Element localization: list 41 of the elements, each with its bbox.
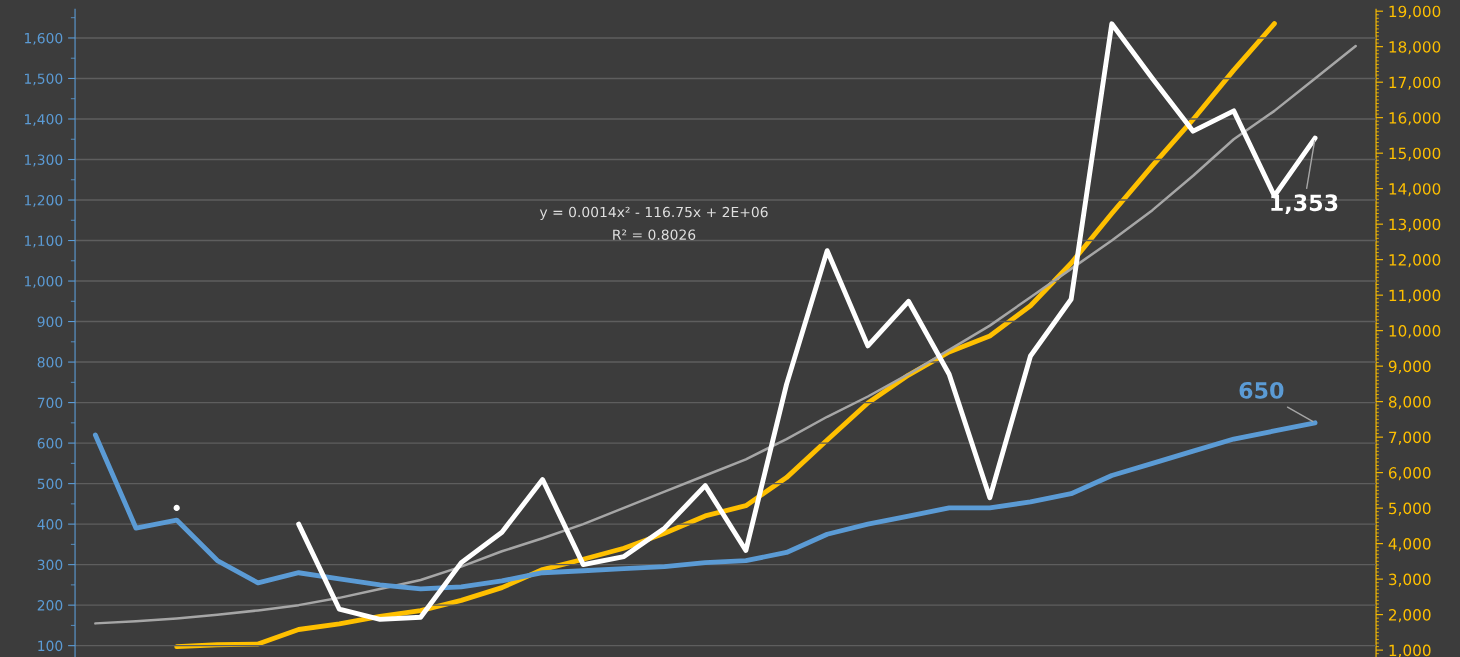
y2-tick-label: 4,000 (1388, 538, 1431, 552)
y2-tick-label: 8,000 (1388, 396, 1431, 410)
y-tick-label: 1,100 (25, 235, 63, 248)
annotation: R² = 0.8026 (613, 229, 696, 240)
y2-tick-label: 18,000 (1389, 41, 1441, 55)
y2-tick-label: 1,000 (1389, 644, 1431, 657)
y2-tick-label: 13,000 (1389, 218, 1441, 232)
y2-tick-label: 17,000 (1389, 76, 1441, 90)
data-label: 650 (1239, 381, 1284, 399)
y-tick-label: 700 (37, 397, 63, 409)
y-tick-label: 400 (37, 519, 63, 530)
y2-tick-label: 10,000 (1389, 325, 1441, 339)
y2-tick-label: 12,000 (1389, 254, 1441, 268)
y2-tick-label: 3,000 (1389, 573, 1431, 587)
y-tick-label: 800 (37, 357, 63, 368)
y2-tick-label: 14,000 (1389, 183, 1441, 197)
y-tick-label: 1,300 (25, 154, 63, 167)
y-tick-label: 1,600 (25, 32, 63, 45)
y-tick-label: 1,000 (25, 276, 63, 288)
y2-tick-label: 15,000 (1389, 147, 1441, 161)
y-tick-label: 100 (38, 640, 63, 652)
y2-tick-label: 2,000 (1388, 609, 1431, 623)
y-tick-label: 1,400 (25, 113, 63, 126)
y2-tick-label: 11,000 (1389, 289, 1441, 303)
y-tick-label: 1,200 (25, 194, 63, 207)
data-label: 1,353 (1271, 194, 1338, 214)
y-tick-label: 200 (37, 600, 63, 611)
y2-tick-label: 7,000 (1389, 431, 1431, 445)
annotation: y = 0.0014x² - 116.75x + 2E+06 (539, 206, 768, 220)
line-series (92, 420, 1318, 592)
y-tick-label: 300 (37, 559, 63, 571)
y2-tick-label: 9,000 (1388, 360, 1431, 374)
y2-tick-label: 19,000 (1389, 5, 1441, 19)
y2-tick-label: 16,000 (1389, 112, 1441, 126)
y-tick-label: 1,500 (25, 73, 63, 86)
y-tick-label: 900 (37, 316, 63, 328)
y2-tick-label: 5,000 (1389, 502, 1431, 516)
y-tick-label: 600 (37, 438, 63, 449)
y2-tick-label: 6,000 (1388, 467, 1431, 481)
y-tick-label: 500 (37, 478, 63, 490)
line-series (94, 44, 1357, 625)
